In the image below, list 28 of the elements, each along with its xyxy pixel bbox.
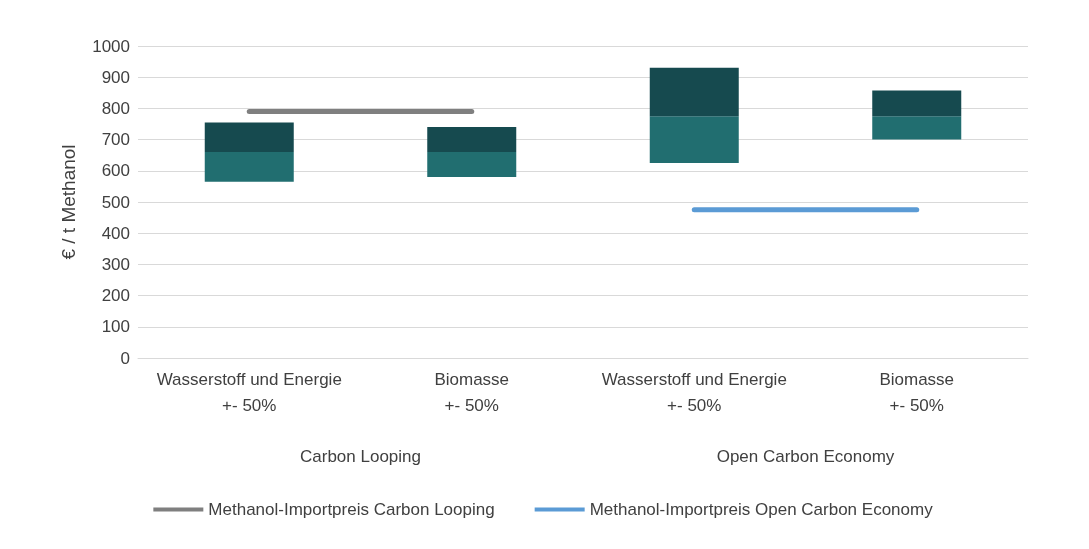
bar — [204, 122, 294, 153]
bar — [427, 152, 517, 178]
legend-label: Methanol-Importpreis Open Carbon Economy — [589, 500, 934, 519]
bar — [204, 152, 294, 182]
x-tick-label: Wasserstoff und Energie +- 50% — [156, 369, 342, 415]
y-tick-label: 300 — [101, 254, 130, 274]
text: Carbon Looping — [300, 447, 421, 466]
x-tick-label: Biomasse +- 50% — [879, 369, 955, 415]
y-tick-label: 700 — [101, 130, 130, 150]
bar — [872, 116, 962, 140]
bar — [649, 67, 739, 117]
y-tick-label: 0 — [120, 348, 130, 368]
bar — [427, 127, 517, 153]
y-tick-label: 1000 — [92, 36, 130, 56]
bar — [872, 90, 962, 117]
y-tick-label: 100 — [101, 317, 130, 337]
y-tick-label: 800 — [101, 98, 130, 118]
text: Open Carbon Economy — [716, 447, 895, 466]
y-tick-label: 400 — [101, 223, 130, 243]
y-tick-label: 900 — [101, 67, 130, 87]
legend-label: Methanol-Importpreis Carbon Looping — [208, 500, 495, 519]
y-tick-label: 200 — [101, 286, 130, 306]
x-tick-label: Wasserstoff und Energie +- 50% — [601, 369, 787, 415]
y-tick-label: 500 — [101, 192, 130, 212]
y-tick-label: 600 — [101, 161, 130, 181]
y-axis-title: € / t Methanol — [58, 144, 79, 260]
x-tick-label: Biomasse +- 50% — [434, 369, 510, 415]
bar — [649, 116, 739, 163]
